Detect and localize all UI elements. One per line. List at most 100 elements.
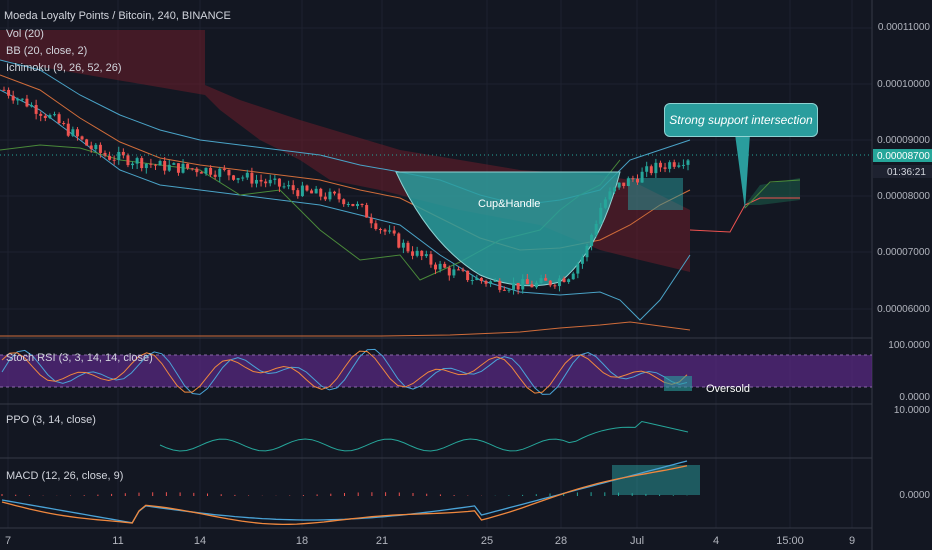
candle-body <box>342 199 346 205</box>
candle-body <box>85 139 89 146</box>
candle-body <box>686 160 690 165</box>
candle-body <box>250 172 254 184</box>
last-price-tag: 0.00008700 <box>877 151 930 162</box>
stoch-band <box>0 355 872 387</box>
x-tick-label: 15:00 <box>776 535 804 547</box>
candle-body <box>434 264 438 270</box>
x-tick-label: 21 <box>375 535 389 547</box>
candle-body <box>438 263 442 270</box>
candle-body <box>241 177 245 179</box>
candle-body <box>158 161 162 166</box>
candle-body <box>245 172 249 178</box>
candle-body <box>640 171 644 183</box>
indicator-ichimoku[interactable]: Ichimoku (9, 26, 52, 26) <box>6 62 122 74</box>
candle-body <box>346 204 350 206</box>
candle-body <box>62 123 66 125</box>
candle-body <box>80 136 84 140</box>
ppo-label[interactable]: PPO (3, 14, close) <box>6 414 96 426</box>
candle-body <box>456 269 460 271</box>
price-tick: 0.00009000 <box>877 135 930 146</box>
candle-body <box>181 163 185 173</box>
price-tick: 0.00010000 <box>877 79 930 90</box>
candle-body <box>351 204 355 207</box>
candle-body <box>599 207 603 224</box>
candle-body <box>103 152 107 156</box>
candle-body <box>94 144 98 150</box>
pane-separators <box>0 0 873 550</box>
candle-body <box>52 114 56 116</box>
candle-body <box>167 164 171 171</box>
candle-body <box>567 279 571 283</box>
candle-body <box>677 165 681 167</box>
x-tick-label: Jul <box>629 535 645 547</box>
oversold-label[interactable]: Oversold <box>706 383 751 395</box>
candle-body <box>631 178 635 180</box>
candle-body <box>401 242 405 248</box>
price-tick: 0.00011000 <box>877 22 930 33</box>
candle-body <box>199 172 203 174</box>
candle-body <box>479 277 483 281</box>
candle-body <box>209 167 213 175</box>
candle-body <box>333 191 337 194</box>
x-tick-label: 28 <box>554 535 568 547</box>
candle-body <box>475 277 479 281</box>
x-tick-label: 9 <box>848 535 856 547</box>
candle-body <box>43 115 47 119</box>
candle-body <box>557 278 561 287</box>
candle-body <box>89 145 93 150</box>
candle-body <box>608 191 612 200</box>
candle-body <box>590 234 594 246</box>
candle-body <box>2 89 6 91</box>
candle-body <box>328 191 332 200</box>
cup-shape <box>395 171 621 287</box>
indicator-volume[interactable]: Vol (20) <box>6 28 44 40</box>
candle-body <box>516 282 520 290</box>
symbol-title[interactable]: Moeda Loyalty Points / Bitcoin, 240, BIN… <box>4 10 231 22</box>
candle-body <box>232 175 236 180</box>
candle-body <box>71 129 75 136</box>
stoch-rsi-label[interactable]: Stoch RSI (3, 3, 14, 14, close) <box>6 352 153 364</box>
candle-body <box>544 278 548 281</box>
candle-body <box>594 223 598 235</box>
candle-body <box>108 155 112 160</box>
candle-body <box>66 123 70 136</box>
candle-body <box>30 105 34 107</box>
macd-label[interactable]: MACD (12, 26, close, 9) <box>6 470 124 482</box>
candle-body <box>576 263 580 274</box>
indicator-bb[interactable]: BB (20, close, 2) <box>6 45 88 57</box>
support-callout[interactable]: Strong support intersection <box>664 103 818 137</box>
candle-body <box>126 155 130 166</box>
candle-body <box>539 278 543 283</box>
candle-body <box>195 168 199 173</box>
candle-body <box>493 280 497 282</box>
candle-body <box>296 190 300 197</box>
candle-body <box>144 163 148 169</box>
candle-body <box>259 179 263 182</box>
x-tick-label: 14 <box>193 535 207 547</box>
candle-body <box>355 203 359 207</box>
price-tick: 0.00007000 <box>877 247 930 258</box>
candle-body <box>447 267 451 276</box>
candle-body <box>645 166 649 172</box>
candle-body <box>131 163 135 166</box>
candle-body <box>415 250 419 256</box>
candle-body <box>323 196 327 200</box>
candle-body <box>672 162 676 167</box>
candle-body <box>388 230 392 232</box>
candle-body <box>282 186 286 188</box>
candle-body <box>617 182 621 188</box>
oversold-box <box>664 376 692 391</box>
macd-box <box>612 465 700 495</box>
candle-body <box>34 105 38 114</box>
x-tick-label: 25 <box>480 535 494 547</box>
volume-ma <box>0 321 691 337</box>
candle-body <box>135 158 139 164</box>
candle-body <box>11 95 15 101</box>
candle-body <box>525 279 529 285</box>
countdown-tag-bg <box>873 165 932 178</box>
candle-body <box>585 245 589 258</box>
candle-body <box>530 284 534 288</box>
ppo-scale: 10.0000 <box>893 405 930 416</box>
cup-handle-label[interactable]: Cup&Handle <box>478 198 541 210</box>
candle-body <box>163 161 167 171</box>
